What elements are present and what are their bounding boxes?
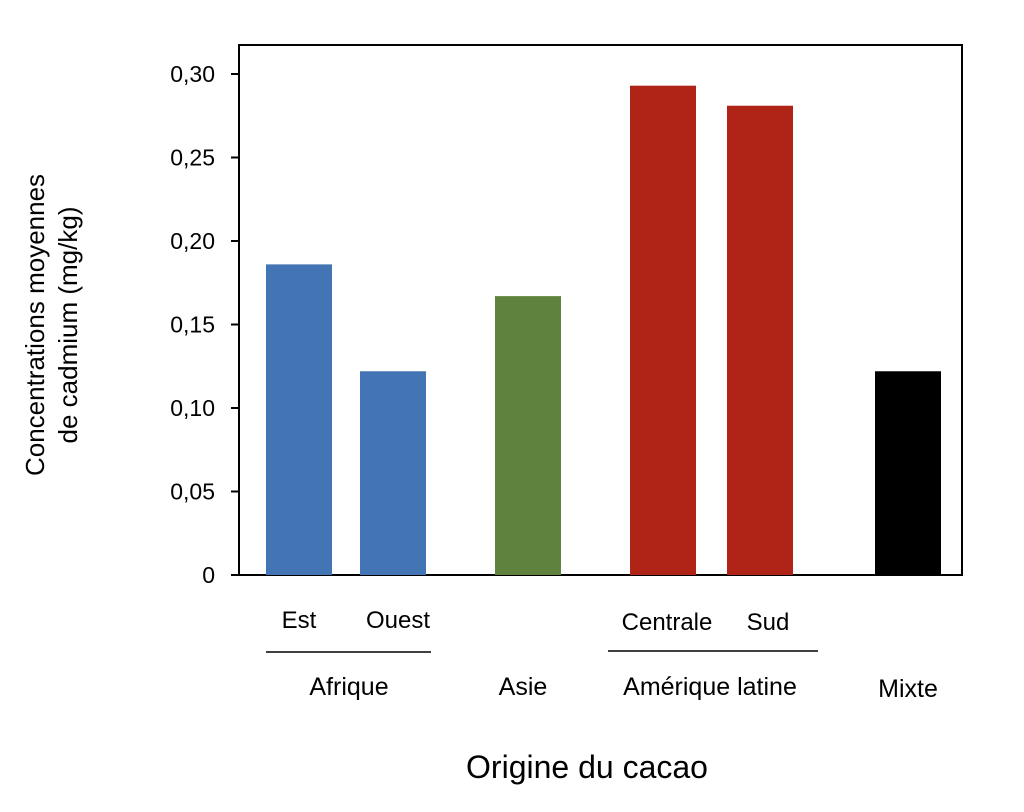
group-label-mixte: Mixte (878, 675, 938, 703)
y-tick-label: 0 (202, 562, 215, 588)
sub-label-est: Est (282, 607, 317, 634)
group-label-afrique: Afrique (309, 673, 388, 701)
bar-mixte (875, 371, 941, 575)
group-label-asie: Asie (499, 673, 548, 701)
y-tick-label: 0,30 (170, 61, 215, 87)
bar-est (266, 264, 332, 575)
sub-label-sud: Sud (747, 609, 790, 636)
bar-sud (727, 105, 793, 575)
y-tick-label: 0,25 (170, 145, 215, 171)
group-label-amerique-latine: Amérique latine (623, 673, 797, 701)
y-axis-label-line-1: Concentrations moyennes (20, 174, 50, 476)
y-tick-label: 0,05 (170, 479, 215, 505)
bar-asie (495, 296, 561, 575)
y-tick-label: 0,15 (170, 312, 215, 338)
sub-label-ouest: Ouest (366, 607, 430, 634)
bar-centrale (630, 85, 696, 575)
x-axis-label: Origine du cacao (466, 749, 708, 785)
y-tick-label: 0,20 (170, 228, 215, 254)
sub-label-centrale: Centrale (622, 609, 713, 636)
bar-ouest (360, 371, 426, 575)
plot-frame (238, 44, 963, 576)
y-axis-label: Concentrations moyennes de cadmium (mg/k… (20, 174, 83, 476)
y-tick-label: 0,10 (170, 395, 215, 421)
y-axis-label-line-2: de cadmium (mg/kg) (53, 207, 83, 444)
